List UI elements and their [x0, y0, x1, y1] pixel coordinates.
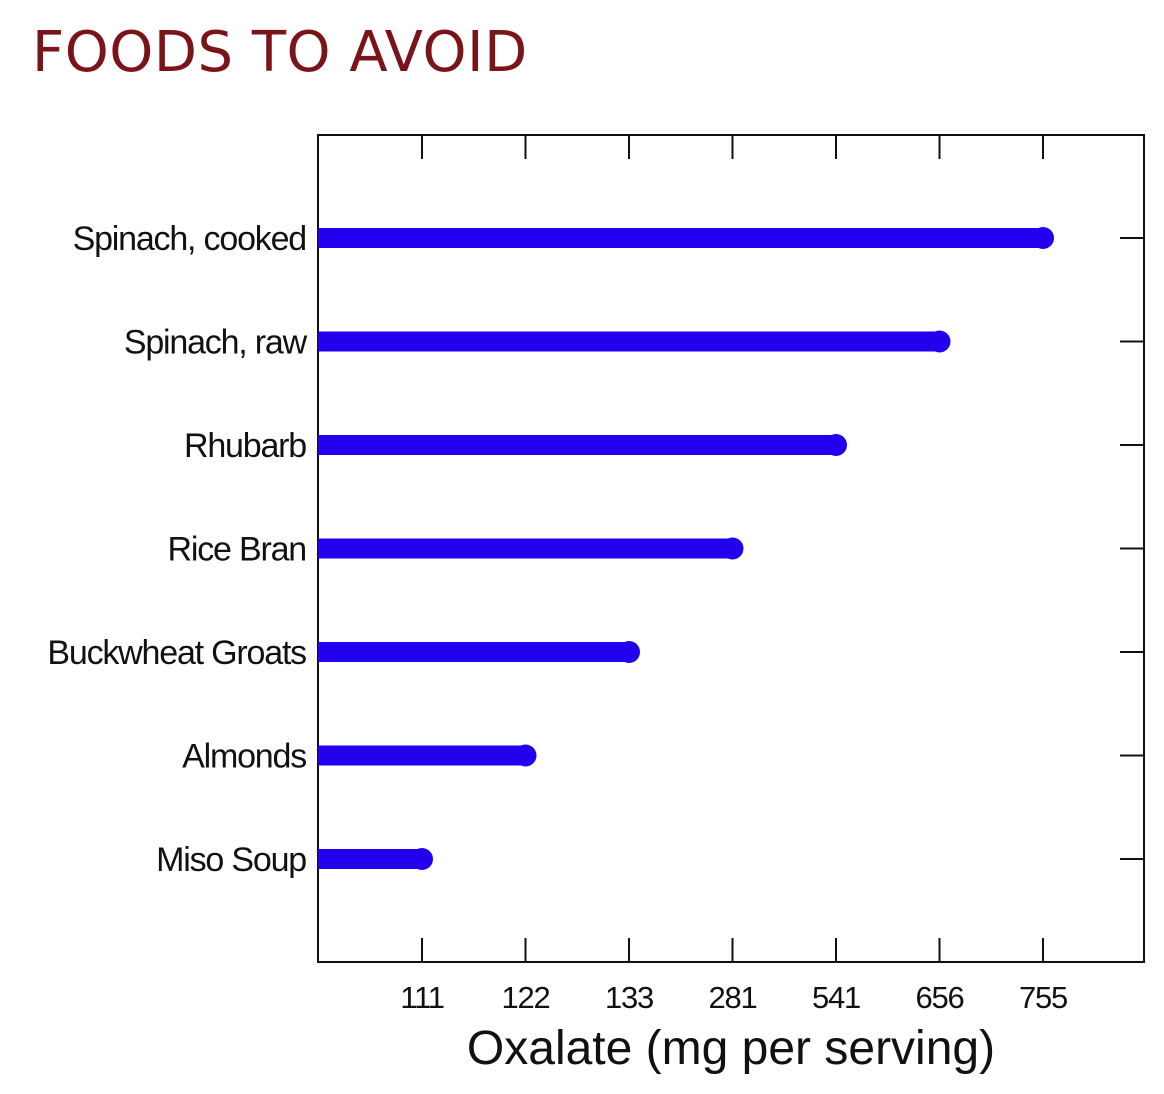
x-tick-label: 133 — [605, 980, 653, 1015]
x-tick-labels: 111 122 133 281 541 656 755 — [400, 980, 1068, 1015]
category-label: Buckwheat Groats — [47, 634, 306, 672]
bar-end-cap — [928, 330, 951, 353]
bar — [318, 331, 940, 352]
bar-end-cap — [411, 848, 433, 870]
top-ticks — [421, 135, 1044, 159]
x-tick-label: 122 — [501, 980, 549, 1015]
category-labels: Spinach, cooked Spinach, raw Rhubarb Rice B… — [47, 220, 308, 879]
category-label: Rhubarb — [184, 427, 306, 465]
x-tick-label: 656 — [915, 980, 963, 1015]
x-tick-label: 541 — [812, 980, 860, 1015]
bar-end-cap — [1032, 227, 1054, 249]
bars — [318, 227, 1054, 870]
bar — [318, 642, 629, 662]
bottom-ticks — [421, 938, 1044, 962]
bar-end-cap — [825, 434, 847, 456]
category-label: Almonds — [182, 738, 306, 776]
bar — [318, 538, 733, 559]
x-tick-label: 755 — [1019, 980, 1067, 1015]
x-axis-label: Oxalate (mg per serving) — [467, 1022, 995, 1075]
bar — [318, 435, 836, 455]
category-label: Miso Soup — [156, 841, 306, 879]
bar — [318, 745, 526, 766]
bar-end-cap — [618, 641, 640, 663]
bar — [318, 849, 422, 869]
bar-end-cap — [514, 744, 537, 767]
bar — [318, 228, 1043, 248]
right-ticks — [1120, 237, 1144, 860]
x-tick-label: 111 — [400, 980, 444, 1015]
category-label: Spinach, raw — [124, 324, 308, 362]
x-tick-label: 281 — [708, 980, 756, 1015]
category-label: Rice Bran — [168, 531, 306, 569]
bar-end-cap — [721, 537, 744, 560]
page-title: FOODS TO AVOID — [32, 20, 528, 85]
category-label: Spinach, cooked — [73, 220, 306, 258]
